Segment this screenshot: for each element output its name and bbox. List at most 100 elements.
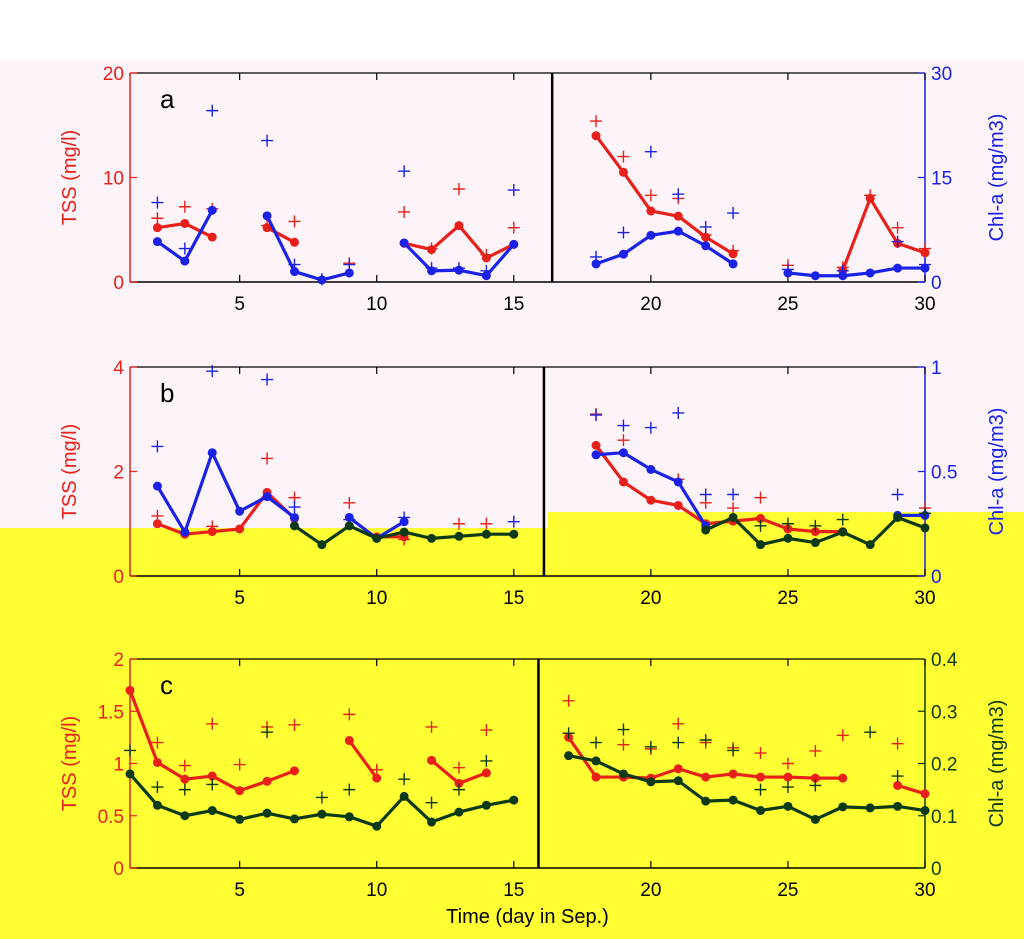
panel-letter-b: b bbox=[160, 378, 174, 408]
series-line bbox=[266, 226, 296, 244]
series-chl-a2 bbox=[289, 507, 931, 550]
data-point bbox=[673, 764, 683, 774]
data-point bbox=[646, 777, 656, 787]
data-point bbox=[481, 529, 491, 539]
background-bottom bbox=[0, 528, 1024, 939]
cross-marker bbox=[151, 440, 164, 453]
data-point bbox=[180, 811, 190, 821]
data-point bbox=[235, 814, 245, 824]
cross-marker bbox=[617, 738, 630, 751]
data-point bbox=[893, 512, 903, 522]
data-point bbox=[207, 205, 217, 215]
cross-marker bbox=[699, 733, 712, 746]
series-line bbox=[595, 229, 734, 266]
x-tick-label: 10 bbox=[366, 880, 387, 901]
cross-marker bbox=[178, 200, 191, 213]
y-left-tick-label: 20 bbox=[103, 64, 124, 85]
cross-marker bbox=[891, 221, 904, 234]
data-point bbox=[783, 268, 793, 278]
data-point bbox=[180, 218, 190, 228]
cross-marker bbox=[288, 501, 301, 514]
data-point bbox=[920, 248, 930, 258]
data-point bbox=[289, 766, 299, 776]
data-point bbox=[591, 131, 601, 141]
data-point bbox=[152, 800, 162, 810]
data-point bbox=[372, 773, 382, 783]
data-point bbox=[865, 268, 875, 278]
data-point bbox=[728, 769, 738, 779]
cross-marker bbox=[781, 757, 794, 770]
data-point bbox=[756, 540, 766, 550]
panel-letter-a: a bbox=[160, 84, 175, 114]
data-point bbox=[180, 527, 190, 537]
cross-marker bbox=[754, 491, 767, 504]
data-point bbox=[920, 789, 930, 799]
cross-marker bbox=[315, 791, 328, 804]
data-point bbox=[317, 809, 327, 819]
series-line bbox=[897, 783, 926, 796]
data-point bbox=[701, 772, 711, 782]
series-tss0 bbox=[125, 685, 930, 799]
cross-marker bbox=[151, 212, 164, 225]
series-line bbox=[841, 196, 926, 272]
data-point bbox=[454, 531, 464, 541]
cross-marker bbox=[672, 406, 685, 419]
data-point bbox=[591, 756, 601, 766]
data-point bbox=[618, 249, 628, 259]
data-point bbox=[810, 538, 820, 548]
cross-marker bbox=[644, 421, 657, 434]
cross-marker bbox=[864, 726, 877, 739]
x-tick-label: 5 bbox=[234, 588, 245, 609]
background-top bbox=[0, 0, 1024, 530]
y-right-tick-label: 15 bbox=[931, 169, 952, 190]
data-point bbox=[646, 230, 656, 240]
y-left-tick-label: 0 bbox=[113, 273, 124, 294]
cross-marker bbox=[261, 373, 274, 386]
cross-marker bbox=[617, 419, 630, 432]
data-point bbox=[783, 533, 793, 543]
cross-marker bbox=[809, 779, 822, 792]
data-point bbox=[893, 801, 903, 811]
data-point bbox=[618, 769, 628, 779]
data-point bbox=[454, 265, 464, 275]
data-point bbox=[427, 533, 437, 543]
cross-marker bbox=[617, 226, 630, 239]
cross-marker bbox=[672, 188, 685, 201]
data-point bbox=[481, 800, 491, 810]
cross-marker bbox=[781, 517, 794, 530]
y-left-tick-label: 1 bbox=[113, 755, 124, 776]
data-point bbox=[865, 193, 875, 203]
y-left-tick-label: 0 bbox=[113, 859, 124, 880]
data-point bbox=[728, 795, 738, 805]
y-right-tick-label: 0 bbox=[931, 273, 942, 294]
data-point bbox=[125, 685, 135, 695]
cross-marker bbox=[343, 708, 356, 721]
data-point bbox=[673, 776, 683, 786]
data-point bbox=[756, 806, 766, 816]
data-point bbox=[399, 517, 409, 527]
cross-marker bbox=[754, 783, 767, 796]
data-point bbox=[207, 527, 217, 537]
data-point bbox=[509, 529, 519, 539]
data-point bbox=[481, 253, 491, 263]
cross-marker bbox=[398, 773, 411, 786]
data-point bbox=[481, 768, 491, 778]
y-right-tick-label: 30 bbox=[931, 64, 952, 85]
cross-marker bbox=[480, 754, 493, 767]
y-right-label: Chl-a (mg/m3) bbox=[986, 700, 1008, 828]
x-tick-label: 25 bbox=[777, 588, 798, 609]
series-chl-a1 bbox=[124, 723, 930, 831]
y-left-tick-label: 1.5 bbox=[98, 702, 124, 723]
cross-marker bbox=[562, 694, 575, 707]
cross-marker bbox=[261, 134, 274, 147]
data-point bbox=[481, 271, 491, 281]
data-point bbox=[289, 814, 299, 824]
data-point bbox=[865, 803, 875, 813]
cross-marker bbox=[206, 365, 219, 378]
y-left-tick-label: 0.5 bbox=[98, 807, 124, 828]
data-point bbox=[235, 786, 245, 796]
data-point bbox=[838, 773, 848, 783]
y-right-tick-label: 0 bbox=[931, 567, 942, 588]
data-point bbox=[344, 521, 354, 531]
y-left-tick-label: 2 bbox=[113, 463, 124, 484]
